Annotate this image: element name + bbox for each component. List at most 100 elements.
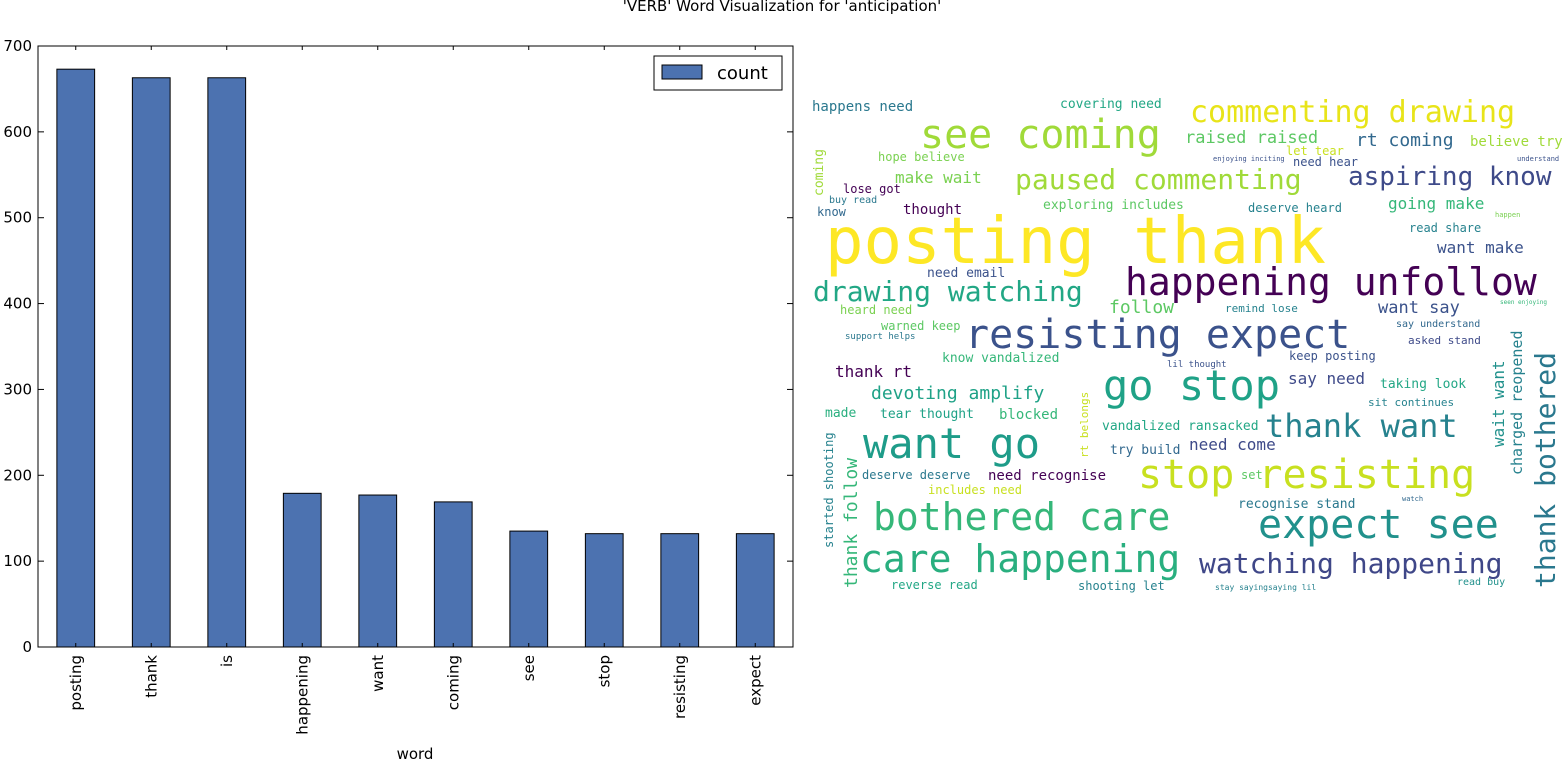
wordcloud-word: aspiring know <box>1348 162 1552 192</box>
y-tick-label-200: 200 <box>3 466 32 484</box>
y-tick-label-700: 700 <box>3 37 32 55</box>
y-tick-label-600: 600 <box>3 123 32 141</box>
y-tick-label-100: 100 <box>3 552 32 570</box>
wordcloud-word: wait want <box>1489 360 1508 447</box>
wordcloud-word: say need <box>1288 369 1366 388</box>
wordcloud-word: support helps <box>845 332 916 342</box>
wordcloud-word: care happening <box>860 537 1181 581</box>
bar-thank <box>131 77 171 648</box>
y-tick-label-300: 300 <box>3 380 32 398</box>
wordcloud-word: charged reopened <box>1508 330 1526 476</box>
wordcloud-word: includes need <box>928 483 1022 497</box>
y-tick-label-400: 400 <box>3 295 32 313</box>
wordcloud-word: know <box>817 205 846 219</box>
x-tick-label-expect: expect <box>746 655 764 706</box>
wordcloud-word: rt coming <box>1356 130 1454 151</box>
x-tick-label-want: want <box>369 655 387 692</box>
wordcloud-word: say understand <box>1396 319 1481 330</box>
bar-see <box>509 530 549 648</box>
wordcloud-word: commenting drawing <box>1190 95 1516 130</box>
wordcloud-word: reverse read <box>891 578 978 592</box>
wordcloud-word: read share <box>1409 221 1482 235</box>
wordcloud-word: coming <box>812 149 827 196</box>
wordcloud-word: thank want <box>1265 407 1458 445</box>
wordcloud-word: happen <box>1495 211 1521 219</box>
wordcloud-word: raised raised <box>1185 128 1319 148</box>
y-tick-label-500: 500 <box>3 209 32 227</box>
x-tick-label-happening: happening <box>293 655 311 735</box>
wordcloud-word: enjoying inciting <box>1213 155 1285 163</box>
wordcloud-word: bothered care <box>873 495 1171 539</box>
wordcloud-word: warned keep <box>881 319 961 333</box>
wordcloud-word: thank bothered <box>1529 351 1562 588</box>
wordcloud-word: let tear <box>1286 144 1344 158</box>
wordcloud-word: stay sayingsaying lil <box>1215 583 1317 592</box>
bar-is <box>207 77 247 648</box>
wordcloud-word: blocked <box>999 407 1059 423</box>
bar-expect <box>735 533 775 648</box>
bar-posting <box>56 68 96 648</box>
wordcloud-word: exploring includes <box>1043 198 1184 213</box>
bar-resisting <box>660 533 700 648</box>
wordcloud-word: asked stand <box>1408 334 1481 347</box>
bar-stop <box>584 533 624 648</box>
word-cloud: posting thank happening unfollow resisting… <box>805 88 1564 608</box>
wordcloud-word: watch <box>1402 495 1424 503</box>
legend: count <box>653 55 783 91</box>
wordcloud-word: try build <box>1110 443 1181 458</box>
bars-layer <box>56 68 775 648</box>
wordcloud-word: lil thought <box>1167 360 1227 370</box>
x-tick-label-resisting: resisting <box>671 655 689 719</box>
bar-want <box>358 494 398 648</box>
legend-label: count <box>717 63 768 84</box>
wordcloud-word: devoting amplify <box>871 383 1045 404</box>
wordcloud-word: happening unfollow <box>1125 260 1537 304</box>
wordcloud-word: taking look <box>1380 377 1467 392</box>
wordcloud-word: deserve heard <box>1248 201 1342 215</box>
wordcloud-word: thank follow <box>841 457 862 588</box>
wordcloud-word: watching happening <box>1199 547 1503 580</box>
wordcloud-word: tear thought <box>880 407 974 422</box>
wordcloud-word: heard need <box>840 303 913 317</box>
x-tick-label-see: see <box>520 655 538 681</box>
wordcloud-word: go stop <box>1103 361 1281 410</box>
wordcloud-word: happens need <box>812 99 914 115</box>
wordcloud-word: need email <box>927 266 1006 281</box>
wordcloud-word: covering need <box>1060 97 1162 112</box>
wordcloud-word: vandalized ransacked <box>1102 419 1259 434</box>
x-tick-label-coming: coming <box>444 655 462 710</box>
x-tick-label-thank: thank <box>142 655 160 698</box>
wordcloud-word: paused commenting <box>1015 163 1302 196</box>
wordcloud-word: posting thank <box>825 205 1326 279</box>
wordcloud-word: seen enjoying <box>1500 299 1547 306</box>
x-tick-label-stop: stop <box>595 655 613 687</box>
wordcloud-word: thank rt <box>835 362 913 381</box>
wordcloud-word: hope believe <box>878 150 965 164</box>
plot-frame <box>37 45 794 648</box>
wordcloud-word: need recognise <box>988 468 1107 484</box>
wordcloud-word: follow <box>1109 297 1175 318</box>
y-tick-label-0: 0 <box>22 638 32 656</box>
wordcloud-word: resisting expect <box>965 312 1351 358</box>
wordcloud-word: sit continues <box>1368 396 1455 409</box>
wordcloud-word: deserve deserve <box>862 468 971 482</box>
axis-layer: posting thank is happening want coming see stop… <box>3 37 793 735</box>
wordcloud-word: need hear <box>1293 155 1359 169</box>
wordcloud-word: stop resisting <box>1138 452 1476 498</box>
wordcloud-word: made <box>825 406 857 421</box>
wordcloud-word: lose got <box>843 182 901 196</box>
bar-chart: posting thank is happening want coming see stop… <box>3 37 794 763</box>
wordcloud-word: see coming <box>920 112 1161 158</box>
wordcloud-word: want make <box>1437 238 1524 257</box>
legend-swatch <box>661 64 703 80</box>
wordcloud-word: going make <box>1388 194 1485 213</box>
wordcloud-word: started shooting <box>822 432 836 548</box>
wordcloud-word: want go <box>863 419 1041 468</box>
wordcloud-word: believe try <box>1470 134 1563 150</box>
figure-title: 'VERB' Word Visualization for 'anticipat… <box>622 0 942 15</box>
wordcloud-word: remind lose <box>1225 302 1298 315</box>
wordcloud-word: want say <box>1378 298 1460 318</box>
wordcloud-word: set <box>1241 468 1263 482</box>
bar-coming <box>433 501 473 648</box>
x-tick-label-posting: posting <box>67 655 85 711</box>
